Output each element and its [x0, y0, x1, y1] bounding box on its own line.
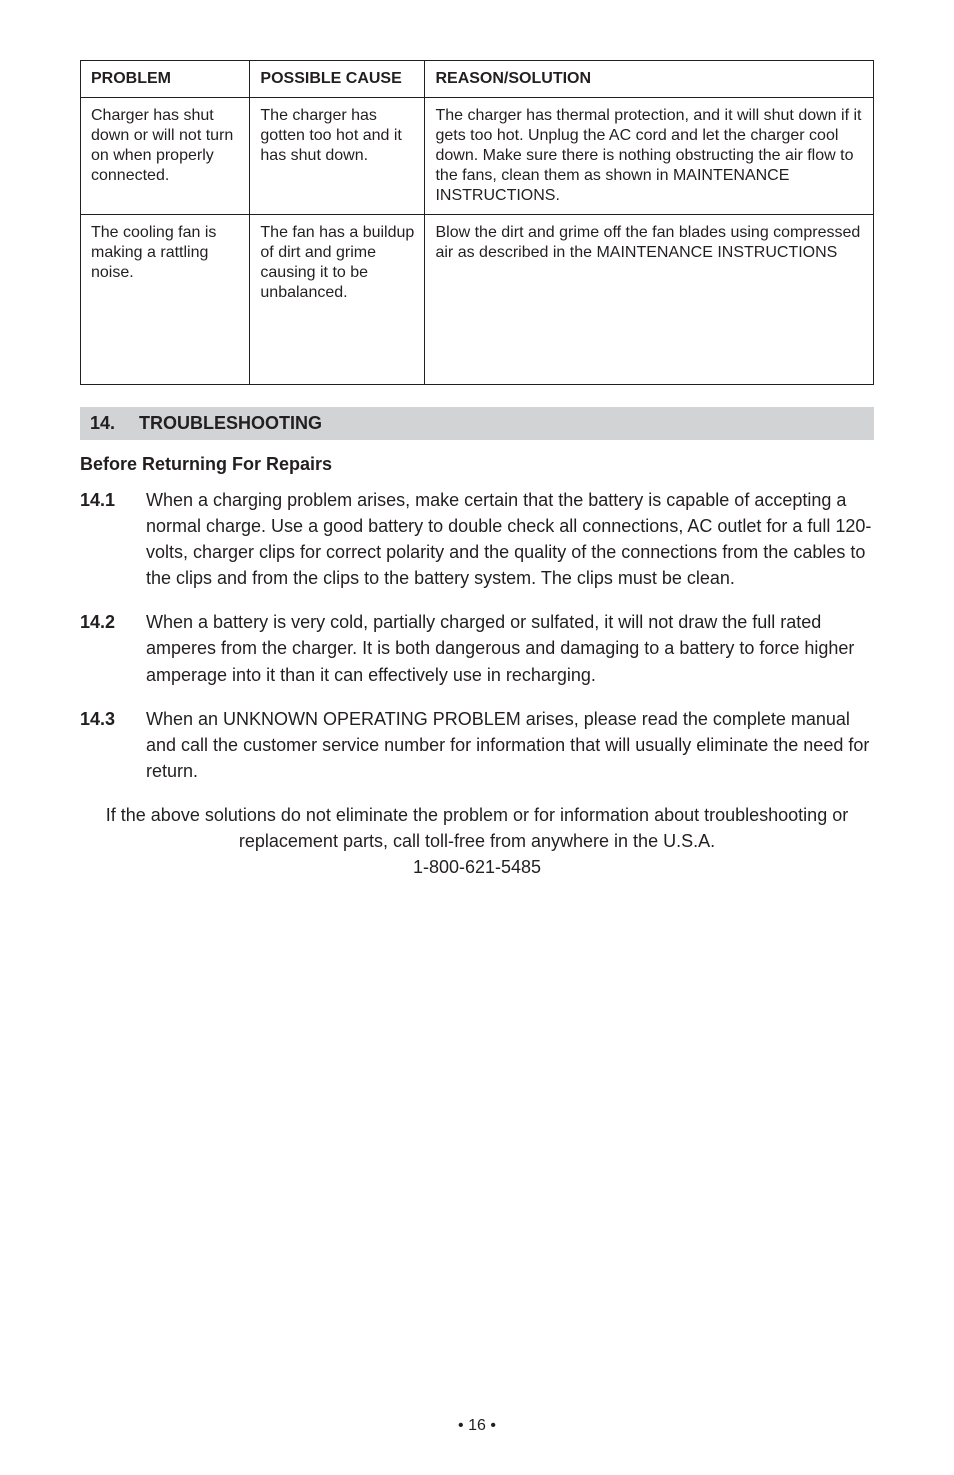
cell-cause: The charger has gotten too hot and it ha…: [250, 98, 425, 215]
cell-problem: Charger has shut down or will not turn o…: [81, 98, 250, 215]
item-number: 14.2: [80, 609, 126, 687]
col-header-solution: REASON/SOLUTION: [425, 61, 874, 98]
table-row: The cooling fan is making a rattling noi…: [81, 215, 874, 385]
cell-problem: The cooling fan is making a rattling noi…: [81, 215, 250, 385]
cell-solution: Blow the dirt and grime off the fan blad…: [425, 215, 874, 385]
list-item: 14.3 When an UNKNOWN OPERATING PROBLEM a…: [80, 706, 874, 784]
section-title: TROUBLESHOOTING: [139, 413, 322, 434]
section-number: 14.: [90, 413, 115, 434]
col-header-cause: POSSIBLE CAUSE: [250, 61, 425, 98]
item-number: 14.3: [80, 706, 126, 784]
closing-phone: 1-800-621-5485: [413, 857, 541, 877]
section-heading-bar: 14. TROUBLESHOOTING: [80, 407, 874, 440]
item-number: 14.1: [80, 487, 126, 591]
col-header-problem: PROBLEM: [81, 61, 250, 98]
table-row: Charger has shut down or will not turn o…: [81, 98, 874, 215]
closing-text: If the above solutions do not eliminate …: [80, 802, 874, 880]
item-text: When a battery is very cold, partially c…: [146, 609, 874, 687]
troubleshooting-table: PROBLEM POSSIBLE CAUSE REASON/SOLUTION C…: [80, 60, 874, 385]
cell-solution: The charger has thermal protection, and …: [425, 98, 874, 215]
list-item: 14.2 When a battery is very cold, partia…: [80, 609, 874, 687]
item-text: When an UNKNOWN OPERATING PROBLEM arises…: [146, 706, 874, 784]
cell-cause: The fan has a buildup of dirt and grime …: [250, 215, 425, 385]
closing-line1: If the above solutions do not eliminate …: [106, 805, 848, 851]
item-text: When a charging problem arises, make cer…: [146, 487, 874, 591]
sub-heading: Before Returning For Repairs: [80, 454, 874, 475]
list-item: 14.1 When a charging problem arises, mak…: [80, 487, 874, 591]
page-number: • 16 •: [0, 1417, 954, 1435]
